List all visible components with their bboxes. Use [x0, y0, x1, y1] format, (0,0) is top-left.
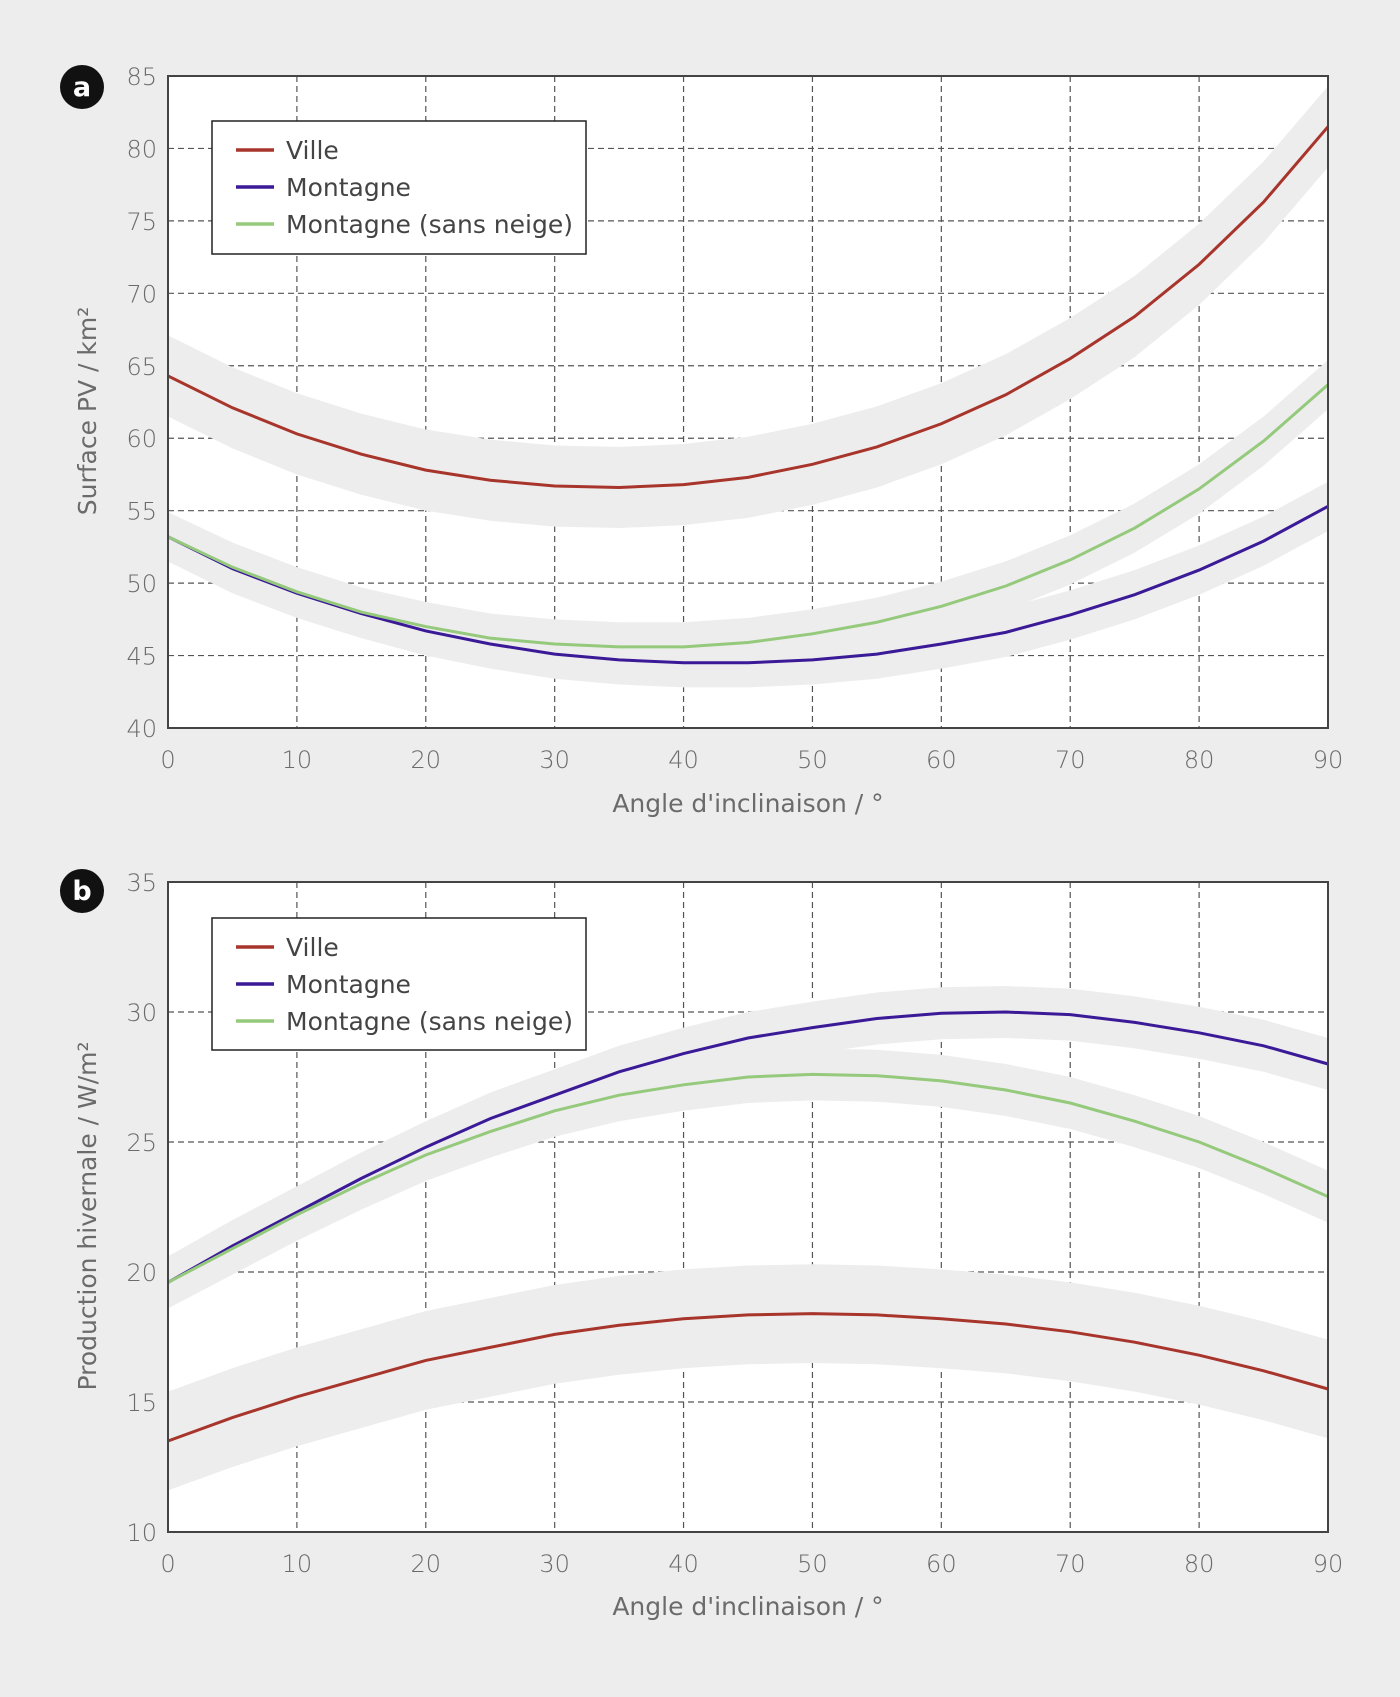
- y-tick-label: 10: [126, 1519, 157, 1547]
- legend-box: [211, 917, 587, 1051]
- panel-badge: [60, 869, 104, 913]
- y-tick-label: 65: [126, 353, 157, 381]
- legend-label-2: Montagne (sans neige): [286, 1007, 573, 1036]
- legend-label-1: Montagne: [286, 970, 411, 999]
- series-line-0: [167, 1312, 1329, 1443]
- x-tick-label: 10: [282, 746, 313, 774]
- x-tick-label: 0: [160, 746, 175, 774]
- x-tick-label: 40: [668, 746, 699, 774]
- y-tick-label: 80: [126, 135, 157, 163]
- panel-label: a: [73, 72, 91, 103]
- y-tick-label: 60: [126, 425, 157, 453]
- y-axis-title: Surface PV / km²: [73, 307, 102, 516]
- uncertainty-band-0: [168, 86, 1328, 529]
- y-tick-label: 15: [126, 1389, 157, 1417]
- x-tick-label: 20: [411, 746, 442, 774]
- y-tick-label: 30: [126, 999, 157, 1027]
- y-tick-label: 70: [126, 280, 157, 308]
- x-axis-title: Angle d'inclinaison / °: [612, 789, 883, 818]
- series-line-0: [167, 125, 1330, 489]
- y-tick-label: 85: [126, 63, 157, 91]
- x-tick-label: 70: [1055, 1550, 1086, 1578]
- legend-label-0: Ville: [286, 136, 339, 165]
- legend-label-0: Ville: [286, 933, 339, 962]
- chart-panel-a: 0 10 20 30 40 50 60 70 80 90 40 45 50 55 60 65 70 75 80 85 A…: [60, 63, 1343, 818]
- legend: Ville Montagne Montagne (sans neige): [211, 917, 587, 1051]
- legend-label-1: Montagne: [286, 173, 411, 202]
- x-tick-label: 60: [926, 746, 957, 774]
- panel-label: b: [72, 876, 91, 907]
- y-tick-label: 25: [126, 1129, 157, 1157]
- plot-frame: [167, 881, 1329, 1533]
- x-tick-label: 20: [411, 1550, 442, 1578]
- y-axis-title: Production hivernale / W/m²: [73, 1041, 102, 1390]
- legend: Ville Montagne Montagne (sans neige): [211, 120, 587, 255]
- uncertainty-band-2: [168, 1048, 1328, 1309]
- x-tick-label: 80: [1184, 1550, 1215, 1578]
- uncertainty-band-0: [168, 1264, 1328, 1491]
- x-tick-label: 50: [797, 1550, 828, 1578]
- series-line-2: [167, 1072, 1329, 1284]
- x-tick-label: 10: [282, 1550, 313, 1578]
- plot-frame: [167, 75, 1329, 729]
- legend-box: [211, 120, 587, 255]
- uncertainty-band-2: [168, 359, 1328, 672]
- x-tick-label: 30: [539, 1550, 570, 1578]
- x-tick-label: 0: [160, 1550, 175, 1578]
- x-tick-label: 90: [1313, 746, 1344, 774]
- y-tick-label: 45: [126, 643, 157, 671]
- legend-label-2: Montagne (sans neige): [286, 210, 573, 239]
- x-tick-label: 70: [1055, 746, 1086, 774]
- y-tick-label: 35: [126, 869, 157, 897]
- x-tick-label: 30: [539, 746, 570, 774]
- y-tick-label: 20: [126, 1259, 157, 1287]
- y-tick-label: 50: [126, 570, 157, 598]
- y-tick-label: 40: [126, 715, 157, 743]
- x-axis-title: Angle d'inclinaison / °: [612, 1592, 883, 1621]
- y-tick-label: 75: [126, 208, 157, 236]
- x-tick-label: 40: [668, 1550, 699, 1578]
- x-tick-label: 90: [1313, 1550, 1344, 1578]
- y-tick-label: 55: [126, 498, 157, 526]
- panel-badge: [60, 65, 104, 109]
- x-tick-label: 60: [926, 1550, 957, 1578]
- series-line-1: [167, 1010, 1329, 1284]
- x-tick-label: 50: [797, 746, 828, 774]
- series-line-2: [167, 383, 1329, 649]
- x-tick-label: 80: [1184, 746, 1215, 774]
